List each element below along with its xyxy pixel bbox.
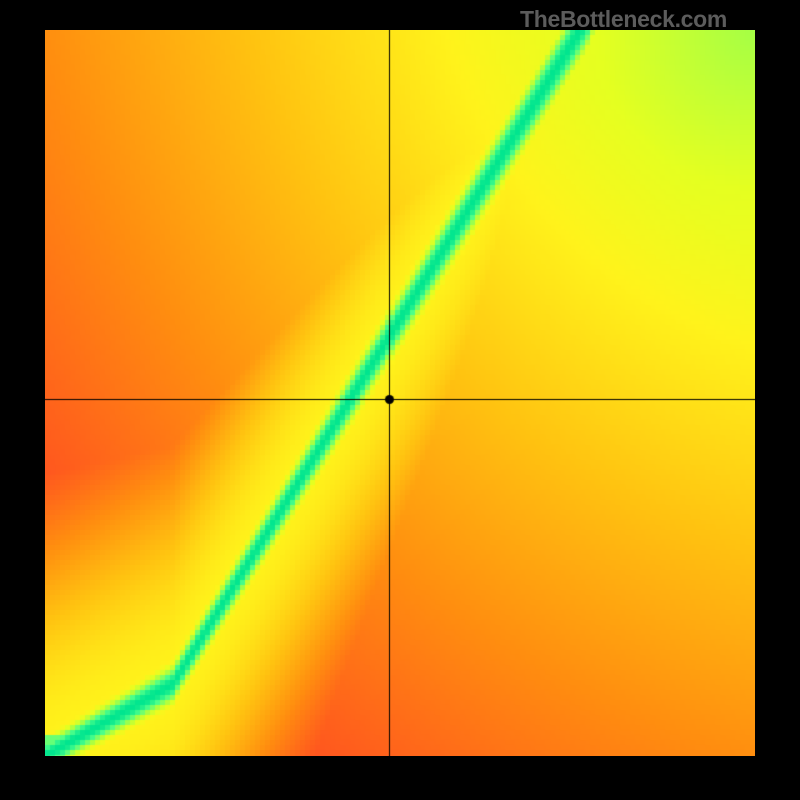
watermark-text: TheBottleneck.com <box>520 6 727 33</box>
bottleneck-heatmap <box>45 30 755 756</box>
chart-stage: TheBottleneck.com <box>0 0 800 800</box>
